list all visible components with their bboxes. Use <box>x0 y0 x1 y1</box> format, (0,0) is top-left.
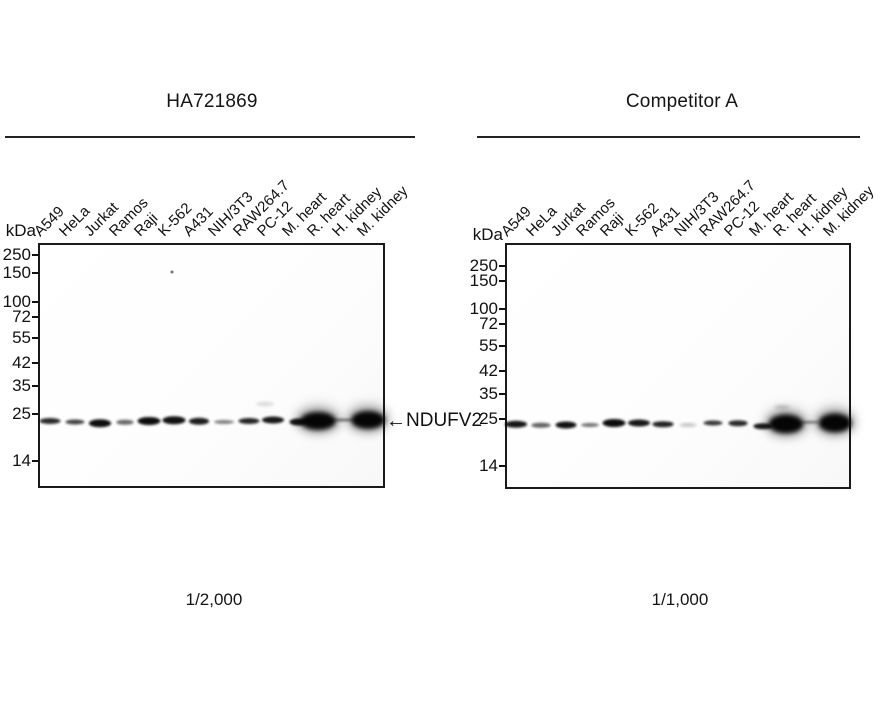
mw-marker-tick <box>32 316 38 318</box>
mw-marker-tick <box>32 337 38 339</box>
mw-marker-tick <box>499 323 505 325</box>
mw-marker-label: 14 <box>12 451 31 470</box>
mw-marker-label: 72 <box>12 307 31 326</box>
mw-marker-35: 35 <box>438 384 505 404</box>
protein-band-hela <box>65 419 85 425</box>
mw-marker-tick <box>499 308 505 310</box>
mw-marker-35: 35 <box>0 376 38 396</box>
protein-band-m-kidney <box>818 413 852 433</box>
mw-marker-tick <box>32 460 38 462</box>
mw-marker-label: 14 <box>479 456 498 475</box>
mw-marker-tick <box>499 465 505 467</box>
blot-membrane <box>505 243 851 489</box>
protein-band-hela <box>531 422 551 428</box>
mw-marker-label: 25 <box>479 409 498 428</box>
protein-band-pc-12 <box>262 416 284 424</box>
mw-marker-tick <box>32 362 38 364</box>
mw-marker-label: 42 <box>479 361 498 380</box>
mw-marker-label: 150 <box>469 271 498 290</box>
mw-marker-14: 14 <box>0 451 38 471</box>
mw-marker-55: 55 <box>438 336 505 356</box>
mw-marker-tick <box>32 385 38 387</box>
protein-band-a549 <box>505 420 527 428</box>
protein-band-h-kidney <box>332 418 354 422</box>
protein-band-raw264-7 <box>238 418 260 424</box>
mw-marker-label: 250 <box>2 245 31 264</box>
dilution-label: 1/2,000 <box>185 590 243 609</box>
mw-marker-250: 250 <box>0 245 38 265</box>
protein-band-r-heart <box>768 414 804 434</box>
mw-marker-tick <box>499 265 505 267</box>
dilution-label: 1/1,000 <box>651 590 709 609</box>
protein-band-jurkat <box>89 419 111 427</box>
protein-band-k-562 <box>162 416 186 424</box>
mw-marker-tick <box>499 345 505 347</box>
band-annotation: ← NDUFV2 <box>386 409 482 433</box>
panel-title-rule <box>5 136 415 138</box>
blot-membrane <box>38 243 385 488</box>
protein-band-jurkat <box>555 421 577 429</box>
protein-band-m-kidney <box>351 411 385 429</box>
mw-marker-25: 25 <box>438 409 505 429</box>
mw-marker-tick <box>499 418 505 420</box>
protein-band-ramos <box>116 419 134 425</box>
kda-unit-label: kDa <box>5 221 36 240</box>
mw-marker-tick <box>32 301 38 303</box>
mw-marker-72: 72 <box>438 314 505 334</box>
mw-marker-tick <box>32 254 38 256</box>
protein-band-h-kidney <box>801 420 819 424</box>
protein-band-raw264-7 <box>703 420 723 426</box>
protein-band-nih-3t3 <box>679 423 697 427</box>
mw-marker-100: 100 <box>438 299 505 319</box>
mw-marker-42: 42 <box>438 361 505 381</box>
mw-marker-label: 55 <box>12 328 31 347</box>
protein-band-raji <box>137 417 161 425</box>
mw-marker-label: 72 <box>479 314 498 333</box>
protein-band-r-heart <box>300 412 336 430</box>
blot-artifact <box>774 405 790 409</box>
mw-marker-label: 42 <box>12 353 31 372</box>
protein-band-nih-3t3 <box>214 420 234 424</box>
protein-band-k-562 <box>628 419 650 427</box>
blot-artifact <box>170 270 174 274</box>
protein-band-m-heart <box>289 418 307 426</box>
blot-artifact <box>256 402 274 406</box>
left-arrow-icon: ← <box>386 410 406 432</box>
mw-marker-label: 55 <box>479 336 498 355</box>
kda-unit-label: kDa <box>472 225 503 244</box>
mw-marker-label: 150 <box>2 263 31 282</box>
mw-marker-42: 42 <box>0 353 38 373</box>
mw-marker-14: 14 <box>438 456 505 476</box>
mw-marker-label: 100 <box>2 292 31 311</box>
mw-marker-72: 72 <box>0 307 38 327</box>
protein-band-pc-12 <box>728 420 748 426</box>
mw-marker-tick <box>32 272 38 274</box>
panel-title: Competitor A <box>625 91 739 112</box>
protein-band-m-heart <box>753 423 773 429</box>
mw-marker-150: 150 <box>438 271 505 291</box>
mw-marker-tick <box>32 413 38 415</box>
mw-marker-label: 35 <box>12 376 31 395</box>
protein-band-a549 <box>39 418 61 424</box>
mw-marker-label: 100 <box>469 299 498 318</box>
protein-band-a431 <box>652 421 674 427</box>
mw-marker-label: 25 <box>12 404 31 423</box>
mw-marker-25: 25 <box>0 404 38 424</box>
mw-marker-250: 250 <box>438 256 505 276</box>
protein-band-ramos <box>581 423 599 427</box>
mw-marker-55: 55 <box>0 328 38 348</box>
mw-marker-label: 35 <box>479 384 498 403</box>
protein-band-raji <box>602 419 626 427</box>
mw-marker-label: 250 <box>469 256 498 275</box>
band-annotation-label: NDUFV2 <box>406 410 483 431</box>
panel-title: HA721869 <box>166 91 258 112</box>
mw-marker-tick <box>499 370 505 372</box>
mw-marker-tick <box>499 280 505 282</box>
panel-title-rule <box>477 136 860 138</box>
protein-band-a431 <box>189 417 209 425</box>
mw-marker-tick <box>499 393 505 395</box>
mw-marker-150: 150 <box>0 263 38 283</box>
mw-marker-100: 100 <box>0 292 38 312</box>
